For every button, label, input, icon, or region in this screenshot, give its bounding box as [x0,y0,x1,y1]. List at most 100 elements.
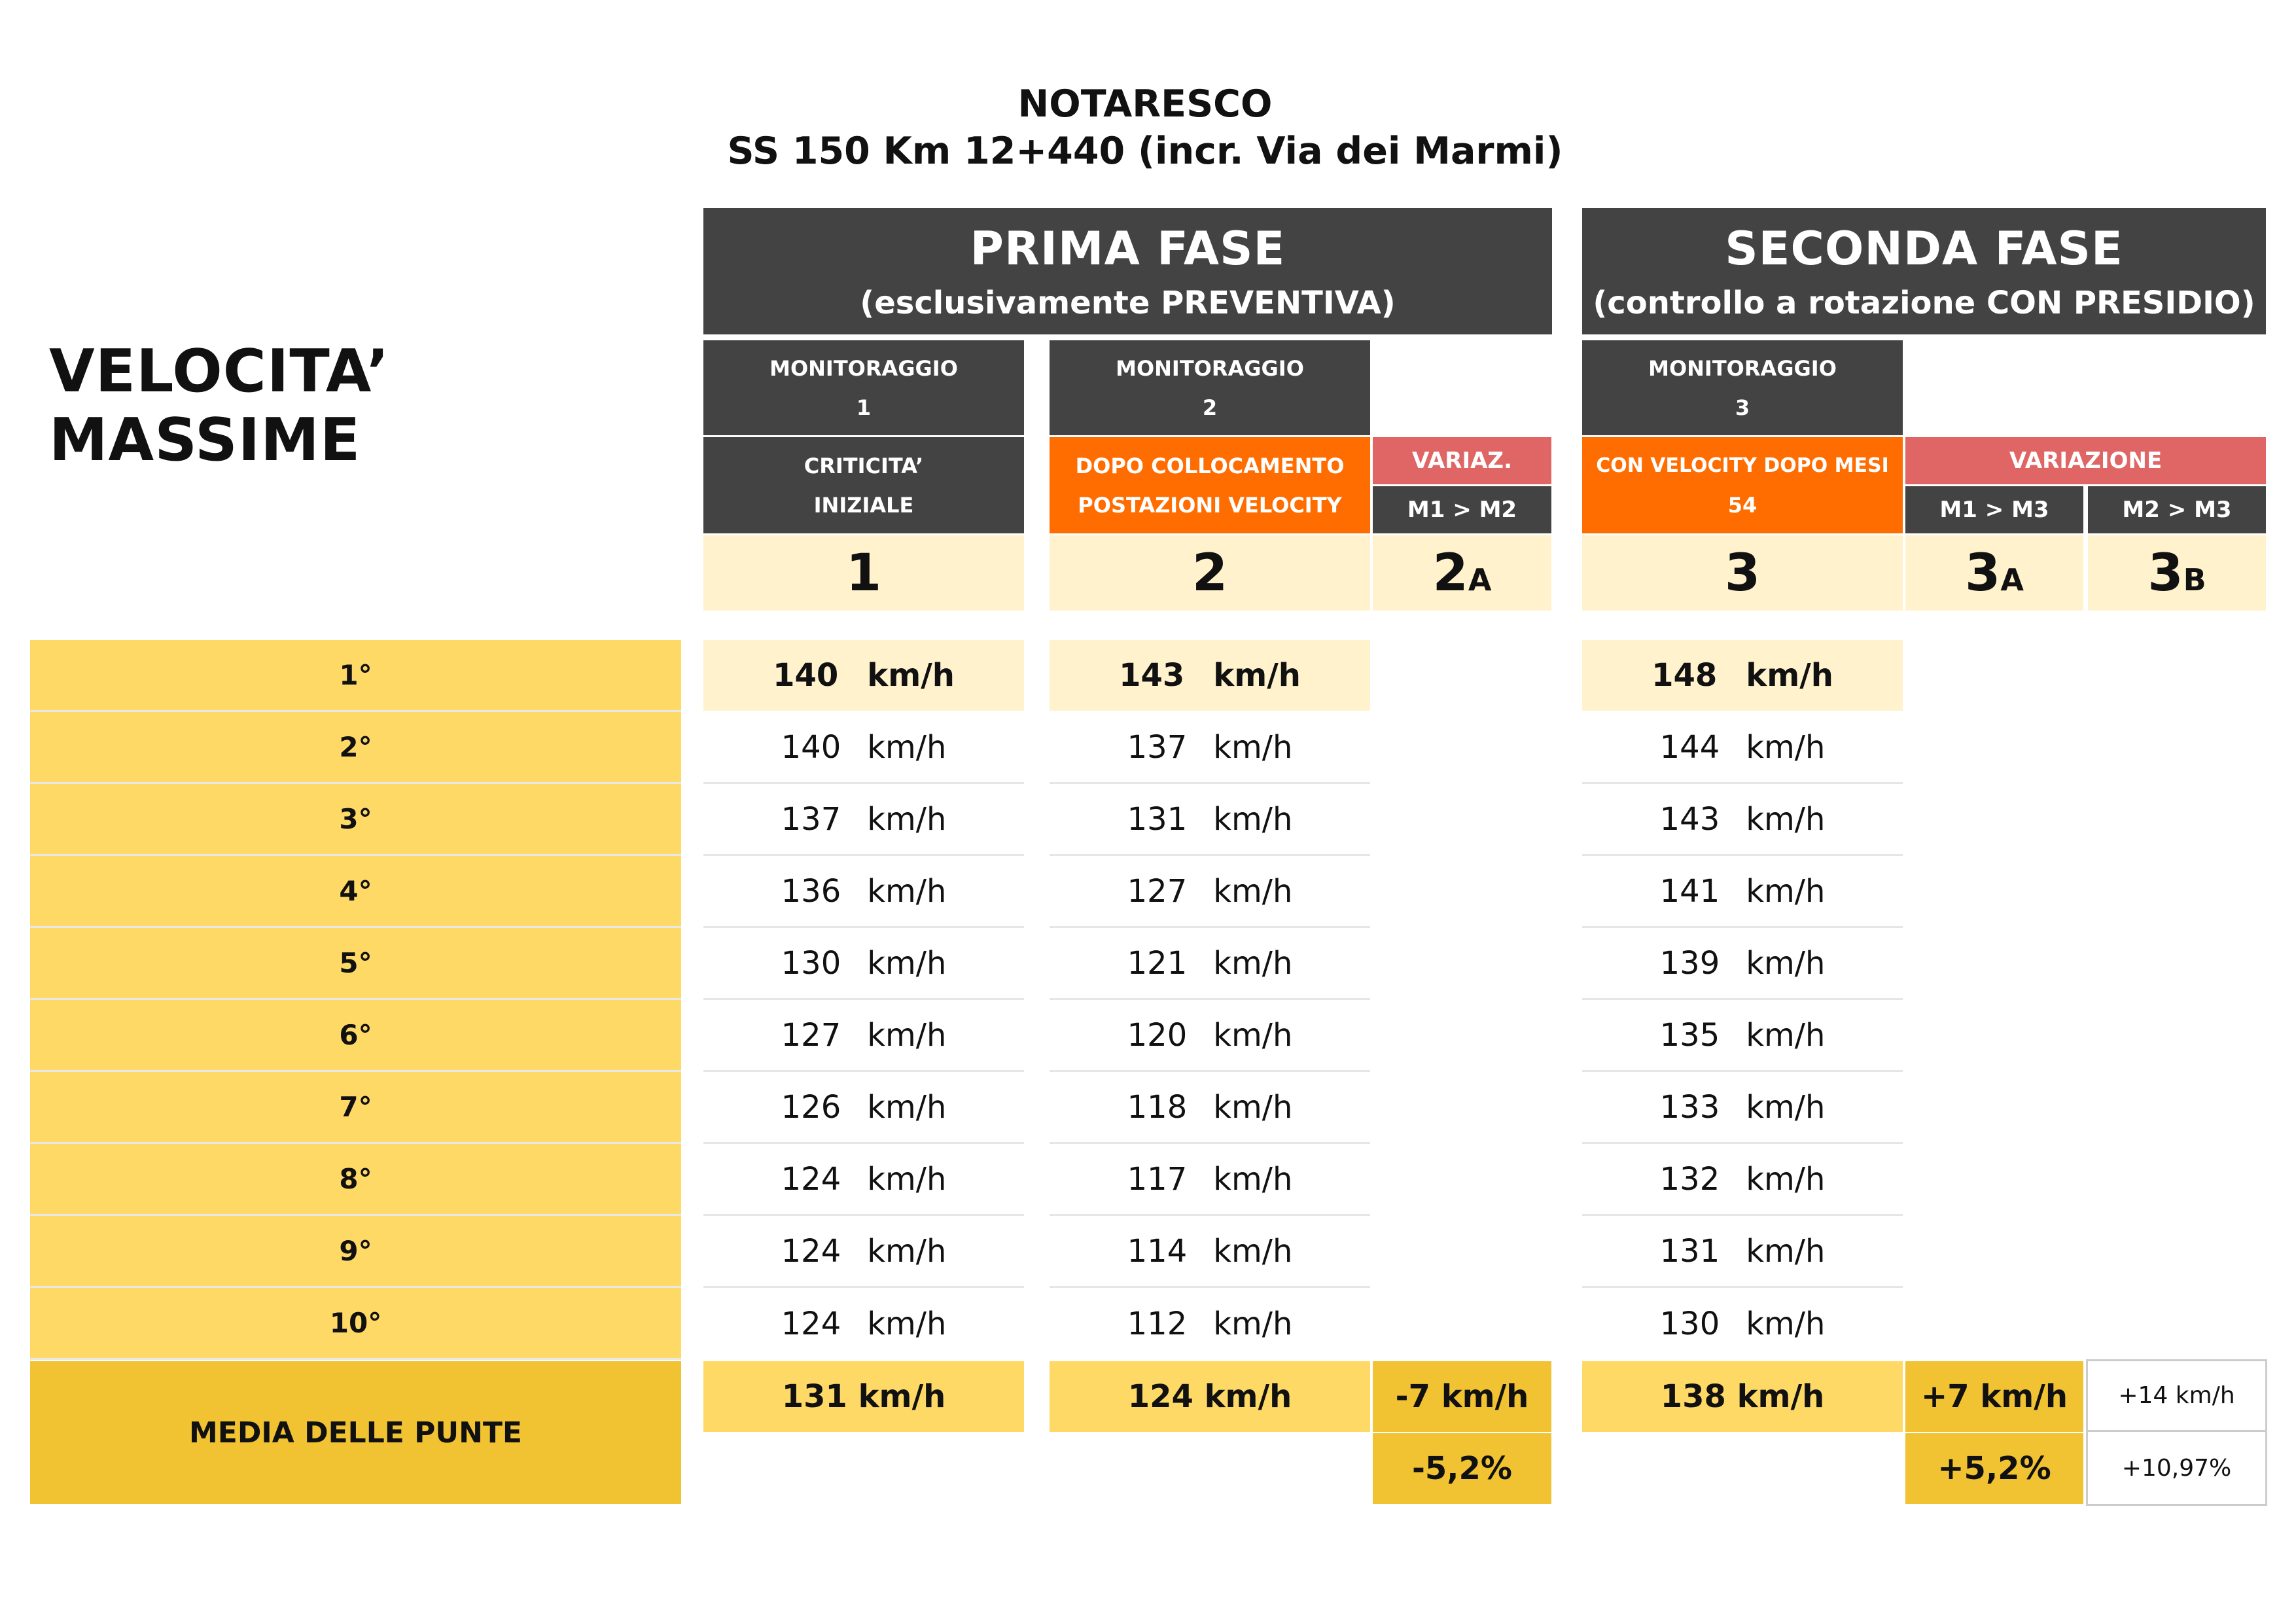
media-m3: 138 km/h [1582,1361,1903,1432]
m1-row-10: 124 km/h [703,1288,1024,1360]
m1-row-1: 140 km/h [703,640,1024,711]
col-num-3a-text: 3A [1965,543,2024,603]
unit-label: km/h [1746,1232,1826,1270]
desc-2-line2: POSTAZIONI VELOCITY [1078,492,1342,518]
m2-value: 137 [1127,728,1188,766]
title-road: SS 150 Km 12+440 (incr. Via dei Marmi) [727,130,1563,173]
m1-value: 124 [781,1306,841,1342]
phase-2-subtitle: (controllo a rotazione CON PRESIDIO) [1593,284,2255,321]
m3-value: 144 [1659,728,1720,766]
unit-label: km/h [1213,872,1293,910]
monitoraggio-2-label: MONITORAGGIO [1116,355,1304,381]
m1-row-4: 136 km/h [703,856,1024,928]
report-title: NOTARESCO SS 150 Km 12+440 (incr. Via de… [589,72,1701,183]
variaz-m2-sub-label: M1 > M2 [1407,497,1517,523]
m1-value: 126 [781,1088,841,1126]
m2-row-7: 118 km/h [1050,1072,1370,1144]
unit-label: km/h [1746,1088,1826,1126]
variazione-m3-header: VARIAZIONE [1905,437,2266,484]
rank-label: 1° [339,659,372,691]
desc-2: DOPO COLLOCAMENTO POSTAZIONI VELOCITY [1050,437,1370,533]
m2-value: 127 [1127,872,1188,910]
m1-value: 136 [781,872,841,910]
m3-row-5: 139 km/h [1582,928,1903,1000]
unit-label: km/h [1213,1232,1293,1270]
rank-row-5: 5° [30,928,681,1000]
rank-label: 7° [339,1091,372,1123]
media-m2-value: 124 km/h [1127,1378,1292,1415]
m2-row-10: 112 km/h [1050,1288,1370,1360]
unit-label: km/h [1213,1306,1293,1342]
unit-label: km/h [1213,1160,1293,1198]
desc-3-line2: 54 [1727,492,1757,518]
monitoraggio-1-label: MONITORAGGIO [769,355,958,381]
unit-label: km/h [867,728,947,766]
unit-label: km/h [1746,872,1826,910]
desc-3: CON VELOCITY DOPO MESI 54 [1582,437,1903,533]
m3-value: 131 [1659,1232,1720,1270]
m1-value: 127 [781,1016,841,1054]
media-v3b-abs-value: +14 km/h [2118,1382,2235,1409]
rank-label: 10° [329,1307,382,1339]
m1-row-2: 140 km/h [703,712,1024,784]
m2-row-5: 121 km/h [1050,928,1370,1000]
unit-label: km/h [1746,657,1833,694]
unit-label: km/h [1213,728,1293,766]
rank-row-10: 10° [30,1288,681,1360]
unit-label: km/h [1213,944,1293,982]
media-label-cell: MEDIA DELLE PUNTE [30,1361,681,1504]
col-num-3a: 3A [1905,535,2083,611]
m3-value: 148 [1651,657,1718,694]
monitoraggio-2-num: 2 [1202,395,1218,420]
m3-row-10: 130 km/h [1582,1288,1903,1360]
unit-label: km/h [1746,800,1826,838]
media-label: MEDIA DELLE PUNTE [188,1416,522,1450]
phase-2-title: SECONDA FASE [1725,221,2123,276]
m1-row-8: 124 km/h [703,1144,1024,1216]
variazione-m3-label: VARIAZIONE [2009,448,2163,474]
monitoraggio-1-num: 1 [856,395,872,420]
desc-1-line2: INIZIALE [813,492,914,518]
m2-value: 114 [1127,1232,1188,1270]
m2-value: 131 [1127,800,1188,838]
media-v2-pct-value: -5,2% [1411,1450,1513,1487]
unit-label: km/h [1746,1306,1826,1342]
variaz-m2m3-label: M2 > M3 [2122,497,2232,523]
m1-row-9: 124 km/h [703,1216,1024,1288]
m1-value: 140 [773,657,839,694]
m2-value: 118 [1127,1088,1188,1126]
variaz-m1m3-label: M1 > M3 [1939,497,2049,523]
unit-label: km/h [1746,1160,1826,1198]
rank-label: 8° [339,1163,372,1195]
m2-value: 117 [1127,1160,1188,1198]
unit-label: km/h [867,1088,947,1126]
col-num-2: 2 [1050,535,1370,611]
m3-row-1: 148 km/h [1582,640,1903,711]
rank-row-3: 3° [30,784,681,856]
monitoraggio-1-header: MONITORAGGIO 1 [703,340,1024,435]
rank-label: 3° [339,803,372,835]
media-v2-pct: -5,2% [1373,1433,1551,1504]
m3-value: 135 [1659,1016,1720,1054]
col-num-2a: 2A [1373,535,1551,611]
rank-label: 5° [339,947,372,979]
m3-row-2: 144 km/h [1582,712,1903,784]
unit-label: km/h [1746,728,1826,766]
unit-label: km/h [867,1232,947,1270]
m2-row-8: 117 km/h [1050,1144,1370,1216]
m1-value: 124 [781,1232,841,1270]
media-v3b-pct-value: +10,97% [2121,1454,2232,1482]
col-num-3b: 3B [2088,535,2266,611]
rank-row-1: 1° [30,640,681,712]
unit-label: km/h [1213,1016,1293,1054]
m2-row-4: 127 km/h [1050,856,1370,928]
monitoraggio-3-header: MONITORAGGIO 3 [1582,340,1903,435]
media-v2-abs-value: -7 km/h [1395,1378,1529,1415]
col-num-2-text: 2 [1192,543,1228,603]
rank-label: 4° [339,875,372,907]
phase-1-title: PRIMA FASE [970,221,1286,276]
m3-row-7: 133 km/h [1582,1072,1903,1144]
unit-label: km/h [867,1306,947,1342]
unit-label: km/h [1746,944,1826,982]
variaz-m1m3-sub: M1 > M3 [1905,486,2083,533]
